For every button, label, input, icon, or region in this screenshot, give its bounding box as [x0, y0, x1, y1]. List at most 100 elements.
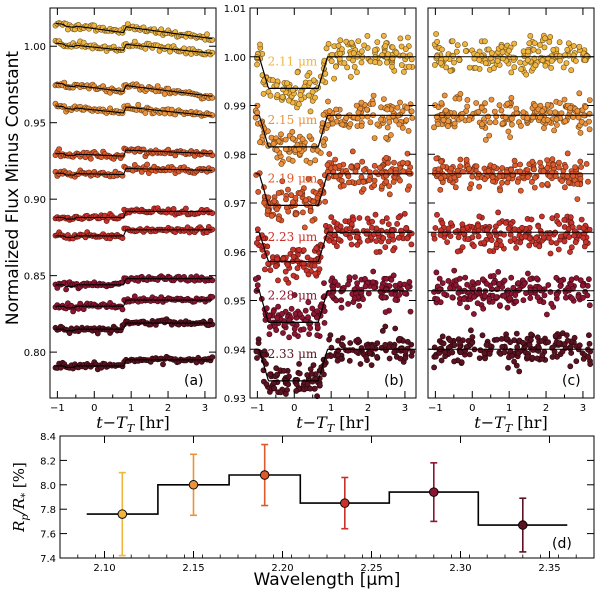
residual-point	[447, 233, 454, 239]
ylabel-radius-ratio: Rp/R* [%]	[10, 462, 31, 533]
residual-point	[466, 185, 473, 192]
eclipse-flux-point	[275, 277, 281, 284]
residual-point	[508, 166, 514, 173]
residual-point	[583, 160, 590, 167]
residual-point	[476, 355, 483, 361]
spectrum-point	[188, 480, 199, 490]
residual-point	[441, 230, 448, 237]
eclipse-flux-point	[347, 234, 354, 241]
eclipse-flux-point	[327, 332, 334, 339]
eclipse-flux-point	[326, 108, 333, 114]
eclipse-flux-point	[275, 216, 282, 223]
eclipse-flux-point	[283, 276, 289, 283]
raw-flux-point	[135, 101, 142, 108]
residual-point	[586, 332, 592, 339]
panel-d-frame	[59, 435, 595, 559]
residual-point	[586, 118, 592, 125]
eclipse-flux-point	[271, 385, 278, 392]
eclipse-flux-point	[309, 305, 316, 312]
y-tick-label: 0.97	[224, 199, 246, 210]
raw-flux-point	[161, 91, 168, 97]
residual-point	[540, 234, 547, 241]
residual-point	[538, 338, 545, 344]
residual-point	[439, 333, 446, 340]
residual-point	[565, 40, 572, 47]
eclipse-flux-point	[373, 249, 380, 255]
residual-point	[527, 276, 534, 283]
eclipse-flux-point	[260, 90, 267, 97]
y-tick-label: 7.4	[40, 554, 56, 565]
residual-point	[498, 107, 505, 114]
residual-point	[515, 350, 522, 357]
residual-point	[451, 358, 457, 365]
residual-point	[554, 291, 560, 298]
eclipse-flux-point	[362, 283, 369, 290]
residual-point	[567, 214, 574, 221]
residual-point	[481, 38, 488, 45]
eclipse-flux-point	[289, 128, 296, 135]
residual-point	[513, 298, 520, 305]
eclipse-flux-point	[408, 230, 415, 237]
wavelength-label: 2.33 μm	[268, 347, 318, 361]
residual-point	[557, 278, 564, 285]
eclipse-flux-point	[280, 255, 287, 262]
eclipse-flux-point	[353, 69, 360, 76]
residual-point	[491, 228, 498, 235]
eclipse-flux-point	[255, 340, 262, 346]
residual-point	[505, 225, 512, 232]
residual-point	[564, 150, 571, 157]
eclipse-flux-point	[399, 159, 406, 166]
eclipse-flux-point	[305, 314, 311, 321]
eclipse-flux-point	[290, 272, 297, 279]
residual-point	[524, 115, 531, 121]
residual-point	[511, 236, 518, 242]
panel-a-model-lines	[55, 22, 213, 368]
y-tick-label: 0.93	[224, 394, 246, 405]
eclipse-flux-point	[307, 385, 314, 392]
residual-point	[568, 276, 575, 283]
residual-point	[565, 179, 572, 186]
eclipse-flux-point	[370, 268, 377, 275]
residual-point	[486, 132, 493, 139]
residual-point	[526, 40, 533, 47]
eclipse-flux-point	[308, 257, 315, 264]
raw-flux-point	[160, 361, 166, 368]
residual-point	[554, 122, 560, 128]
residual-point	[437, 186, 444, 193]
eclipse-flux-point	[356, 302, 362, 309]
residual-point	[489, 174, 496, 181]
residual-point	[544, 311, 550, 318]
residual-point	[532, 62, 539, 69]
eclipse-flux-point	[273, 147, 280, 153]
residual-point	[531, 40, 538, 46]
panel-c-label: (c)	[562, 373, 581, 389]
panel-a-label: (a)	[184, 373, 204, 389]
residual-point	[519, 224, 525, 231]
eclipse-flux-point	[396, 292, 403, 298]
residual-point	[525, 48, 532, 55]
eclipse-flux-point	[404, 186, 411, 193]
upper-xlabels: t−TT [hr] t−TT [hr] t−TT [hr]	[96, 413, 547, 435]
eclipse-flux-point	[333, 173, 339, 180]
residual-point	[578, 164, 584, 170]
eclipse-flux-point	[389, 232, 396, 239]
eclipse-flux-point	[274, 315, 281, 321]
residual-point	[466, 351, 473, 358]
residual-point	[544, 117, 551, 123]
eclipse-flux-point	[354, 162, 360, 169]
eclipse-flux-point	[254, 226, 261, 233]
residual-point	[459, 226, 466, 233]
residual-point	[556, 159, 562, 166]
residual-point	[572, 239, 579, 246]
residual-point	[508, 115, 515, 122]
residual-point	[536, 284, 543, 291]
eclipse-flux-point	[397, 177, 403, 184]
residual-point	[506, 295, 513, 302]
eclipse-flux-point	[367, 119, 374, 126]
panel-d: 2.10 2.15 2.20 2.25 2.30 2.357.47.67.88.08.28…	[10, 432, 595, 590]
residual-point	[467, 327, 474, 334]
eclipse-flux-point	[309, 217, 316, 224]
eclipse-flux-point	[290, 253, 297, 260]
eclipse-flux-point	[343, 115, 350, 121]
residual-point	[573, 275, 580, 281]
